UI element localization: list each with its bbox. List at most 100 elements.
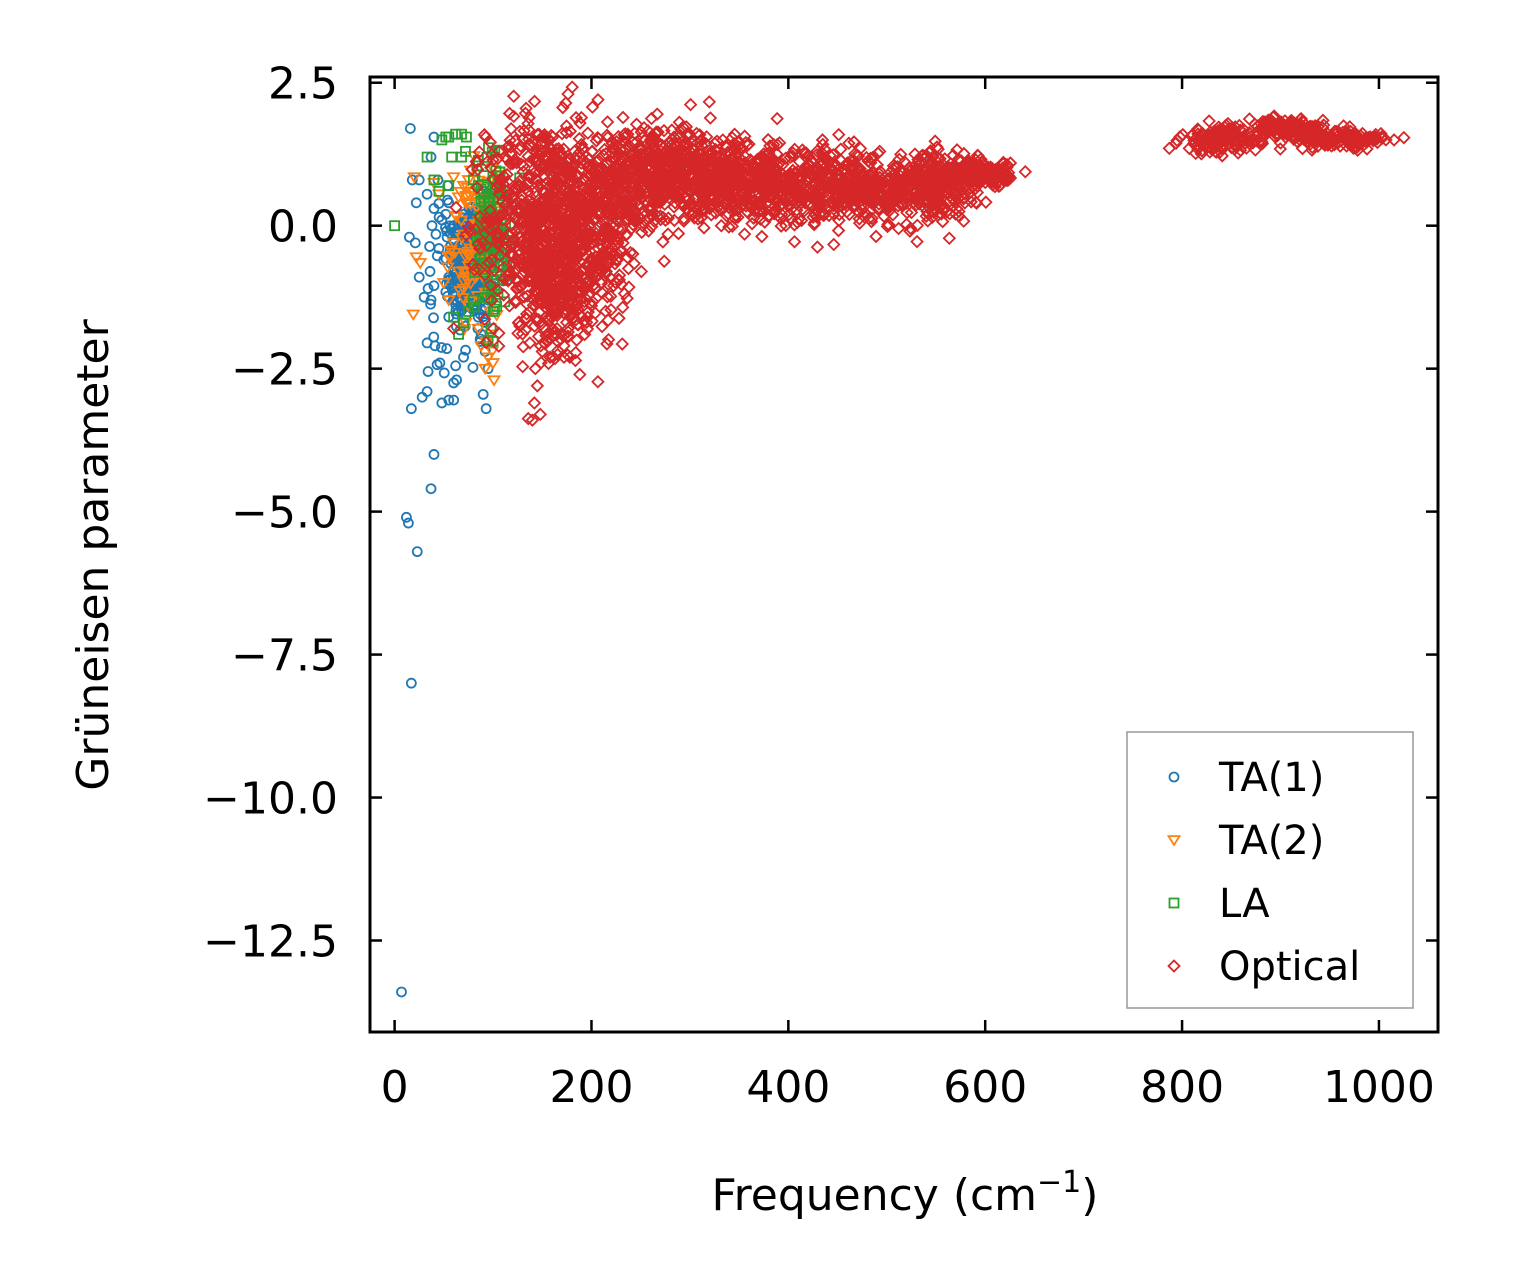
optical-point xyxy=(970,185,985,200)
optical-point xyxy=(787,235,802,249)
optical-point xyxy=(741,198,756,212)
optical-point xyxy=(1340,131,1354,146)
optical-point xyxy=(790,215,805,230)
ta-1--point xyxy=(396,986,407,998)
optical-point xyxy=(607,210,622,224)
optical-point xyxy=(910,218,925,233)
ta-1--point xyxy=(405,403,417,415)
optical-point xyxy=(989,171,1004,185)
optical-point xyxy=(543,262,557,277)
optical-point xyxy=(533,339,548,353)
y-axis: 2.5 0.0 −2.5 −5.0 −7.5 −10.0 −12.5 xyxy=(203,59,1438,968)
ta-2--point xyxy=(446,238,461,250)
optical-point xyxy=(492,187,507,201)
optical-point xyxy=(570,184,585,199)
ta-1--point xyxy=(403,231,415,243)
ta-1--point xyxy=(422,283,434,294)
optical-point xyxy=(529,311,544,326)
optical-point xyxy=(831,223,846,238)
la-point xyxy=(428,174,440,186)
optical-point xyxy=(490,229,505,243)
optical-point xyxy=(532,255,547,269)
optical-point xyxy=(633,186,647,201)
optical-point xyxy=(1202,114,1216,128)
optical-point xyxy=(1206,140,1221,155)
optical-point xyxy=(911,175,925,190)
optical-point xyxy=(584,298,599,313)
optical-point xyxy=(1355,126,1370,141)
x-tick-label: 400 xyxy=(746,1062,830,1113)
optical-point xyxy=(583,227,598,241)
optical-point xyxy=(631,197,646,212)
optical-point xyxy=(767,159,782,174)
optical-point xyxy=(662,135,677,149)
optical-point xyxy=(726,171,741,186)
optical-point xyxy=(740,205,755,219)
optical-point xyxy=(785,149,800,163)
optical-point xyxy=(901,190,916,204)
optical-point xyxy=(486,153,500,167)
optical-point xyxy=(517,218,532,233)
optical-point xyxy=(553,181,568,196)
la-point xyxy=(458,317,469,329)
optical-point xyxy=(927,174,942,189)
optical-point xyxy=(601,155,615,170)
optical-point xyxy=(591,93,605,107)
ta-1--point xyxy=(425,298,436,310)
optical-point xyxy=(582,273,597,288)
optical-point xyxy=(818,178,832,193)
optical-point xyxy=(518,311,533,326)
optical-point xyxy=(733,157,748,172)
optical-point xyxy=(1194,147,1209,161)
optical-point xyxy=(590,194,604,209)
optical-point xyxy=(862,211,876,226)
optical-point xyxy=(774,171,789,186)
y-tick-label: 0.0 xyxy=(268,202,338,253)
legend-item-ta-2-: TA(2) xyxy=(1166,818,1324,864)
optical-point xyxy=(683,97,698,112)
ta-1--point xyxy=(428,131,440,143)
optical-point xyxy=(472,241,487,256)
optical-point xyxy=(605,164,620,179)
optical-point xyxy=(870,178,884,193)
optical-point xyxy=(473,209,487,224)
optical-point xyxy=(521,176,536,190)
optical-point xyxy=(646,187,661,201)
optical-point xyxy=(517,290,532,304)
optical-point xyxy=(761,183,776,197)
optical-point xyxy=(852,205,867,220)
optical-point xyxy=(1257,127,1271,141)
ta-1--point xyxy=(470,305,481,316)
optical-point xyxy=(863,190,878,204)
optical-point xyxy=(808,207,822,221)
ta-2--point xyxy=(451,266,466,279)
optical-point xyxy=(586,156,600,171)
optical-point xyxy=(580,310,595,324)
optical-point xyxy=(555,286,570,301)
optical-point xyxy=(605,136,620,151)
optical-point xyxy=(722,190,737,204)
optical-point xyxy=(565,80,579,94)
ta-1--point xyxy=(421,386,433,397)
optical-point xyxy=(1284,113,1299,128)
ta-2--point xyxy=(484,346,500,359)
optical-point xyxy=(1324,133,1339,147)
optical-point xyxy=(871,166,886,180)
optical-point xyxy=(872,197,886,211)
optical-point xyxy=(507,207,521,221)
optical-point xyxy=(969,195,983,210)
ta-1--point xyxy=(438,367,450,379)
optical-point xyxy=(557,338,571,353)
optical-point xyxy=(880,203,894,217)
optical-point xyxy=(699,130,714,144)
la-point xyxy=(463,306,474,317)
optical-point xyxy=(1328,133,1342,148)
optical-point xyxy=(661,174,675,189)
ta-2--point xyxy=(453,186,468,199)
optical-point xyxy=(564,259,578,273)
optical-point xyxy=(914,188,928,203)
optical-point xyxy=(967,168,982,182)
legend-marker-optical xyxy=(1167,959,1181,973)
optical-point xyxy=(563,124,578,139)
optical-point xyxy=(1018,164,1033,179)
